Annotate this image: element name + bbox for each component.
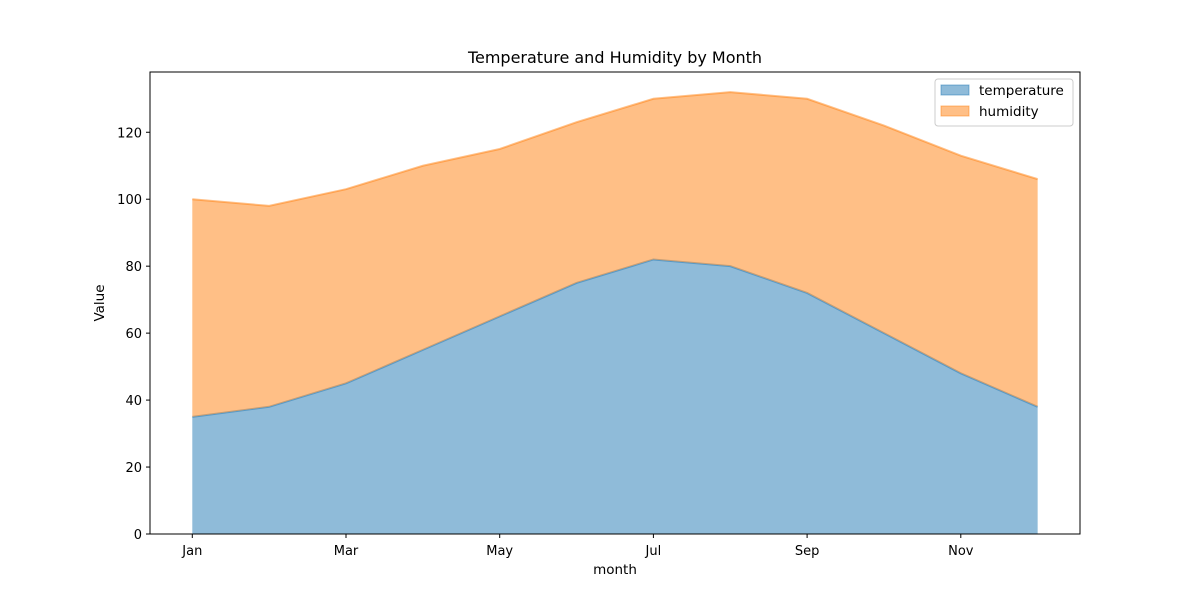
x-tick-label: Mar <box>334 544 359 559</box>
x-tick-label: Sep <box>795 544 820 559</box>
chart-title: Temperature and Humidity by Month <box>467 48 762 67</box>
legend: temperature humidity <box>934 78 1074 127</box>
legend-label-humidity: humidity <box>979 104 1039 120</box>
x-axis-label: month <box>593 562 637 578</box>
y-tick-label: 40 <box>125 394 142 409</box>
plot-frame <box>149 71 1081 535</box>
legend-swatch-temperature <box>940 84 970 96</box>
y-tick-label: 80 <box>125 260 142 275</box>
legend-swatch-humidity <box>940 105 970 117</box>
y-tick-label: 60 <box>125 327 142 342</box>
x-axis: Jan Mar May Jul Sep Nov <box>181 534 974 559</box>
y-axis-label: Value <box>92 284 108 321</box>
y-tick-label: 120 <box>117 126 142 141</box>
y-tick-label: 20 <box>125 461 142 476</box>
y-axis: 0 20 40 60 80 100 120 <box>117 126 150 543</box>
x-tick-label: Nov <box>948 544 974 559</box>
x-tick-label: Jul <box>645 544 662 559</box>
area-temperature <box>192 259 1038 534</box>
y-tick-label: 100 <box>117 193 142 208</box>
area-humidity <box>192 92 1038 417</box>
x-tick-label: May <box>486 544 513 559</box>
area-layers <box>192 91 1039 534</box>
x-tick-label: Jan <box>181 544 202 559</box>
line-humidity <box>192 91 1038 207</box>
y-tick-label: 0 <box>134 528 142 543</box>
legend-label-temperature: temperature <box>979 83 1064 99</box>
